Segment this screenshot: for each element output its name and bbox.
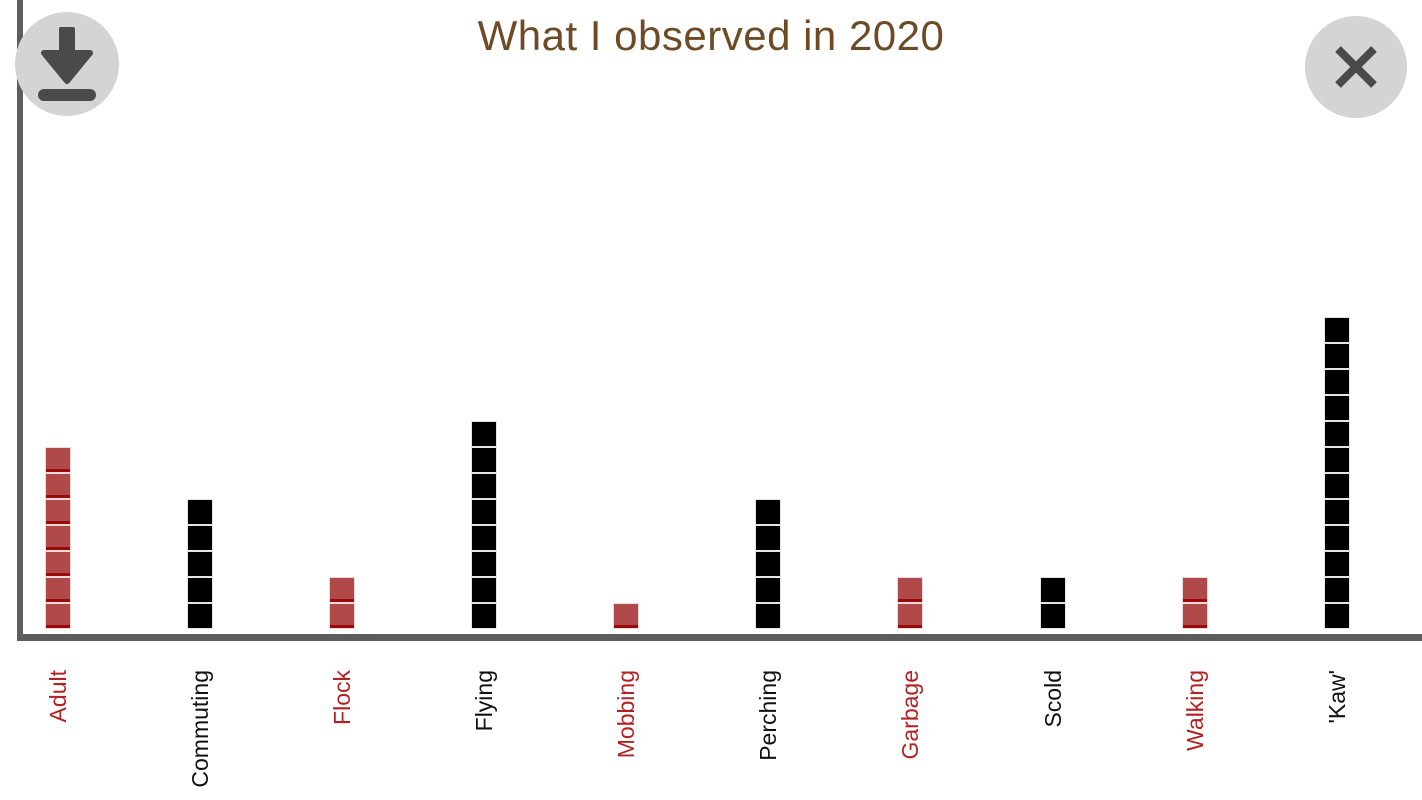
close-icon [1335, 46, 1377, 88]
observation-square-kaw [1324, 318, 1349, 342]
download-button[interactable] [15, 12, 119, 116]
x-axis-label-text: Perching [755, 670, 782, 761]
observation-square-adult [45, 474, 70, 498]
observation-square-commuting [187, 604, 212, 628]
observation-square-flock [329, 578, 354, 602]
x-axis-label-text: Mobbing [613, 670, 640, 759]
observation-square-flying [471, 552, 496, 576]
observation-square-kaw [1324, 344, 1349, 368]
observation-square-kaw [1324, 370, 1349, 394]
observation-square-scold [1040, 604, 1065, 628]
observation-square-kaw [1324, 422, 1349, 446]
observation-square-flying [471, 526, 496, 550]
observation-square-adult [45, 552, 70, 576]
observation-square-perching [756, 552, 781, 576]
observation-square-perching [756, 500, 781, 524]
observation-square-kaw [1324, 552, 1349, 576]
close-button[interactable] [1305, 16, 1407, 118]
observation-square-scold [1040, 578, 1065, 602]
observation-square-garbage [898, 604, 923, 628]
observation-square-garbage [898, 578, 923, 602]
observation-square-walking [1182, 604, 1207, 628]
observation-square-walking [1182, 578, 1207, 602]
observation-square-mobbing [614, 604, 639, 628]
observation-square-commuting [187, 578, 212, 602]
observation-square-perching [756, 578, 781, 602]
observation-square-adult [45, 604, 70, 628]
x-axis-label-text: Adult [44, 670, 71, 723]
observation-square-kaw [1324, 526, 1349, 550]
y-axis-line [17, 0, 23, 641]
x-axis-label-text: Walking [1181, 670, 1208, 751]
observation-square-commuting [187, 526, 212, 550]
observation-square-kaw [1324, 500, 1349, 524]
chart-title: What I observed in 2020 [477, 12, 945, 59]
observation-square-kaw [1324, 604, 1349, 628]
observation-square-flying [471, 578, 496, 602]
observation-square-perching [756, 526, 781, 550]
observation-square-flying [471, 474, 496, 498]
observation-square-flock [329, 604, 354, 628]
observation-square-flying [471, 500, 496, 524]
observation-square-adult [45, 500, 70, 524]
observation-square-commuting [187, 552, 212, 576]
observation-square-kaw [1324, 474, 1349, 498]
x-axis-label-text: 'Kaw' [1323, 670, 1350, 724]
observation-square-flying [471, 422, 496, 446]
observation-square-kaw [1324, 578, 1349, 602]
observation-square-adult [45, 448, 70, 472]
observation-square-adult [45, 578, 70, 602]
x-axis-label-text: Flying [470, 670, 497, 732]
download-icon [38, 27, 96, 101]
x-axis-label-text: Commuting [186, 670, 213, 788]
observation-square-kaw [1324, 396, 1349, 420]
observation-square-commuting [187, 500, 212, 524]
observation-square-adult [45, 526, 70, 550]
observation-square-perching [756, 604, 781, 628]
observation-square-flying [471, 604, 496, 628]
x-axis-label-text: Garbage [897, 670, 924, 760]
x-axis-label-text: Flock [328, 670, 355, 725]
observation-square-kaw [1324, 448, 1349, 472]
x-axis-label-text: Scold [1039, 670, 1066, 728]
observation-square-flying [471, 448, 496, 472]
x-axis-line [17, 634, 1422, 641]
